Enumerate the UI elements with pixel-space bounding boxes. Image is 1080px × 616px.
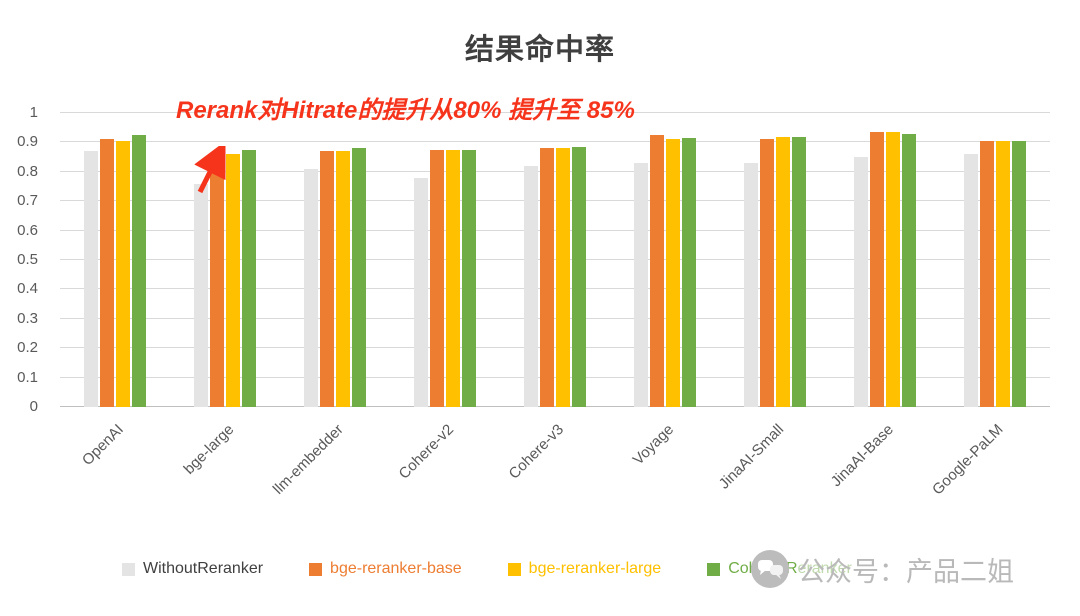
x-tick-label-llm-embedder: llm-embedder [270,421,348,498]
legend: WithoutReranker bge-reranker-base bge-rera… [122,560,852,578]
bar-Cohere-Reranker-Cohere-v3 [572,146,586,407]
bar-WithoutReranker-bge-large [194,183,208,407]
bar-bge-reranker-base-JinaAI-Base [870,132,884,407]
y-tick-label: 0.9 [17,133,38,151]
bar-groups [60,113,1050,407]
bar-WithoutReranker-JinaAI-Small [744,162,758,407]
bar-group-bge-large [170,113,280,407]
gridline [60,317,1050,319]
legend-item-bge-reranker-base: bge-reranker-base [309,560,462,578]
bar-bge-reranker-base-Cohere-v3 [540,148,554,407]
legend-swatch-Cohere-Reranker [707,562,721,576]
gridline [60,200,1050,202]
y-tick-label: 0.7 [17,192,38,210]
bar-bge-reranker-base-llm-embedder [320,151,334,407]
gridline [60,141,1050,143]
bar-group-JinaAI-Base [830,113,940,407]
x-tick-label-bge-large: bge-large [180,421,238,478]
bar-bge-reranker-large-bge-large [226,154,240,407]
x-tick-label-Cohere-v2: Cohere-v2 [395,421,458,483]
bar-Cohere-Reranker-OpenAI [132,135,146,407]
bar-group-llm-embedder [280,113,390,407]
chart-title: 结果命中率 [464,34,615,66]
annotation-arrow-icon [194,146,226,194]
gridline [60,288,1050,290]
bar-bge-reranker-large-Google-PaLM [996,140,1010,407]
x-tick-label-Google-PaLM: Google-PaLM [929,421,1008,499]
bar-WithoutReranker-Cohere-v2 [414,177,428,407]
gridline [60,229,1050,231]
bar-group-OpenAI [60,113,170,407]
bar-WithoutReranker-JinaAI-Base [854,157,868,407]
y-axis-labels: 0 0.1 0.2 0.3 0.4 0.5 0.6 0.7 0.8 0.9 1 [0,104,48,415]
x-tick-label-JinaAI-Base: JinaAI-Base [827,421,898,491]
bar-Cohere-Reranker-Cohere-v2 [462,149,476,407]
x-axis-line [60,406,1050,407]
annotation-text: Rerank对Hitrate的提升从80% 提升至 85% [176,97,635,124]
bar-bge-reranker-large-JinaAI-Small [776,136,790,407]
y-tick-label: 0.3 [17,309,38,327]
bar-Cohere-Reranker-Voyage [682,138,696,407]
bar-bge-reranker-base-OpenAI [100,139,114,407]
bar-bge-reranker-large-Voyage [666,139,680,407]
bar-group-Cohere-v2 [390,113,500,407]
bar-group-Cohere-v3 [500,113,610,407]
bar-WithoutReranker-Google-PaLM [964,154,978,407]
bar-WithoutReranker-Cohere-v3 [524,165,538,407]
bar-WithoutReranker-Voyage [634,162,648,407]
legend-swatch-bge-reranker-large [507,562,521,576]
legend-item-bge-reranker-large: bge-reranker-large [507,560,662,578]
bar-bge-reranker-base-Google-PaLM [980,140,994,407]
bar-bge-reranker-large-Cohere-v2 [446,149,460,407]
x-tick-label-Voyage: Voyage [629,421,678,469]
bar-group-Voyage [610,113,720,407]
bar-bge-reranker-base-Voyage [650,135,664,407]
wechat-chat-icon [751,550,789,588]
legend-swatch-WithoutReranker [122,562,135,576]
watermark-text: 公众号：产品二姐 [798,549,1014,589]
bar-Cohere-Reranker-Google-PaLM [1012,140,1026,407]
x-axis-labels: OpenAI bge-large llm-embedder Cohere-v2 Cohe… [60,407,1050,537]
x-tick-label-JinaAI-Small: JinaAI-Small [715,421,788,493]
y-tick-label: 0.6 [17,221,38,239]
legend-label-bge-reranker-large: bge-reranker-large [528,560,662,577]
y-tick-label: 0.2 [17,339,38,357]
bar-bge-reranker-base-JinaAI-Small [760,139,774,407]
y-tick-label: 1 [29,104,38,121]
gridline [60,259,1050,260]
bar-bge-reranker-base-bge-large [210,155,224,407]
y-tick-label: 0.1 [17,368,38,386]
bar-bge-reranker-large-Cohere-v3 [556,148,570,407]
bar-bge-reranker-large-JinaAI-Base [886,132,900,407]
y-tick-label: 0.4 [17,280,38,298]
bar-bge-reranker-large-OpenAI [116,140,130,407]
legend-label-bge-reranker-base: bge-reranker-base [330,560,462,577]
bar-Cohere-Reranker-bge-large [242,149,256,407]
y-tick-label: 0.5 [17,251,38,268]
bar-bge-reranker-large-llm-embedder [336,150,350,407]
y-tick-label: 0.8 [17,162,38,180]
gridline [60,112,1050,113]
gridline [60,376,1050,378]
y-tick-label: 0 [29,398,38,415]
gridline [60,347,1050,349]
bar-Cohere-Reranker-JinaAI-Small [792,136,806,407]
watermark: 公众号：产品二姐 [750,549,1014,589]
bar-WithoutReranker-OpenAI [84,151,98,407]
gridline [60,170,1050,172]
legend-label-WithoutReranker: WithoutReranker [143,560,264,577]
legend-item-WithoutReranker: WithoutReranker [122,560,263,578]
x-tick-label-OpenAI: OpenAI [79,421,128,469]
plot-area [60,112,1050,407]
bar-bge-reranker-base-Cohere-v2 [430,149,444,407]
bar-WithoutReranker-llm-embedder [304,168,318,407]
legend-swatch-bge-reranker-base [309,562,323,576]
x-tick-label-Cohere-v3: Cohere-v3 [505,421,568,483]
bar-Cohere-Reranker-llm-embedder [352,148,366,407]
bar-Cohere-Reranker-JinaAI-Base [902,133,916,407]
bar-group-Google-PaLM [940,113,1050,407]
bar-group-JinaAI-Small [720,113,830,407]
